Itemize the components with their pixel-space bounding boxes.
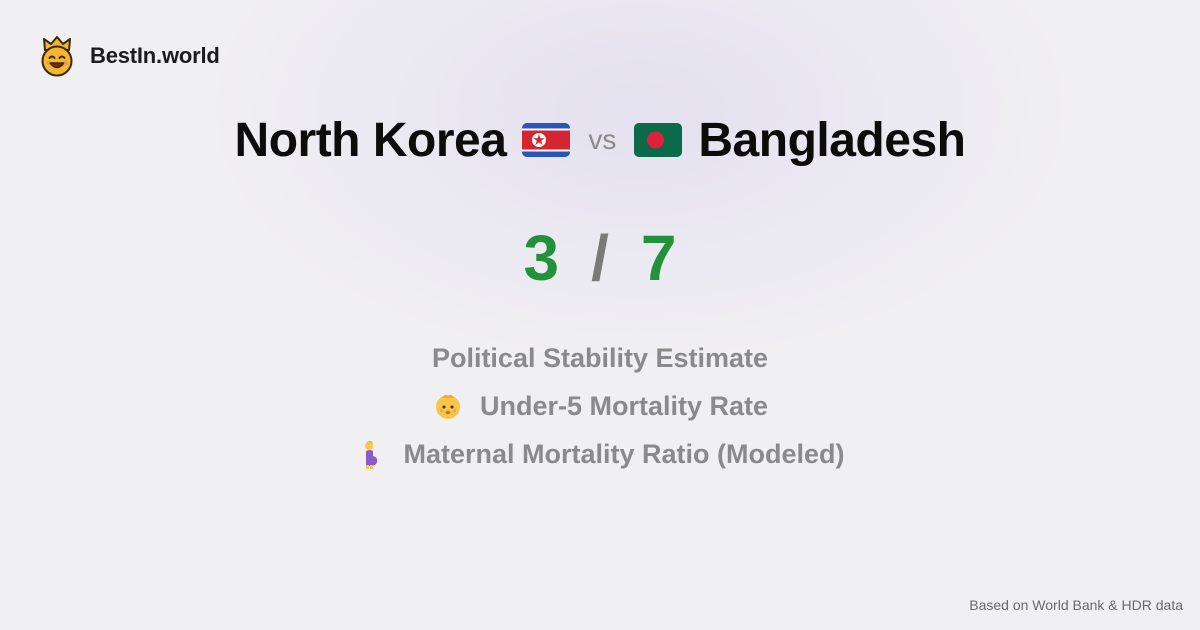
brand[interactable]: BestIn.world [38, 35, 220, 77]
right-country-name: Bangladesh [698, 113, 966, 167]
score-separator: / [591, 222, 609, 294]
comparison-title: North Korea vs Bangladesh [0, 110, 1200, 170]
score: 3 / 7 [0, 218, 1200, 298]
left-country-name: North Korea [234, 113, 507, 167]
crown-smiley-icon [41, 36, 73, 77]
bangladesh-flag-icon [634, 123, 683, 157]
left-score: 3 [523, 222, 560, 294]
metric-item: Under-5 Mortality Rate [0, 382, 1200, 430]
right-score: 7 [640, 222, 677, 294]
metric-label: Maternal Mortality Ratio (Modeled) [403, 438, 845, 469]
north-korea-flag-icon [522, 123, 571, 157]
pregnant-woman-icon [365, 440, 378, 469]
metric-item: Political Stability Estimate [0, 334, 1200, 382]
metrics-list: Political Stability Estimate Under-5 Mor… [0, 334, 1200, 478]
baby-icon [435, 394, 460, 419]
data-source-note: Based on World Bank & HDR data [969, 597, 1183, 613]
metric-label: Political Stability Estimate [431, 342, 769, 373]
vs-label: vs [588, 124, 617, 155]
metric-label: Under-5 Mortality Rate [479, 390, 769, 421]
metric-item: Maternal Mortality Ratio (Modeled) [0, 430, 1200, 478]
brand-name: BestIn.world [90, 43, 220, 68]
